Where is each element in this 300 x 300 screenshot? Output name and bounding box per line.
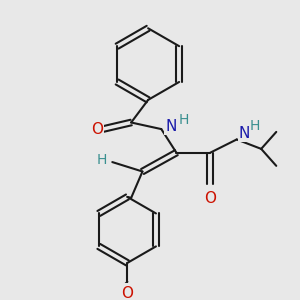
Text: N: N — [165, 119, 176, 134]
Text: O: O — [204, 191, 216, 206]
Text: H: H — [178, 113, 189, 127]
Text: O: O — [91, 122, 103, 136]
Text: O: O — [122, 286, 134, 300]
Text: H: H — [96, 153, 107, 167]
Text: N: N — [238, 126, 250, 141]
Text: H: H — [250, 119, 260, 133]
